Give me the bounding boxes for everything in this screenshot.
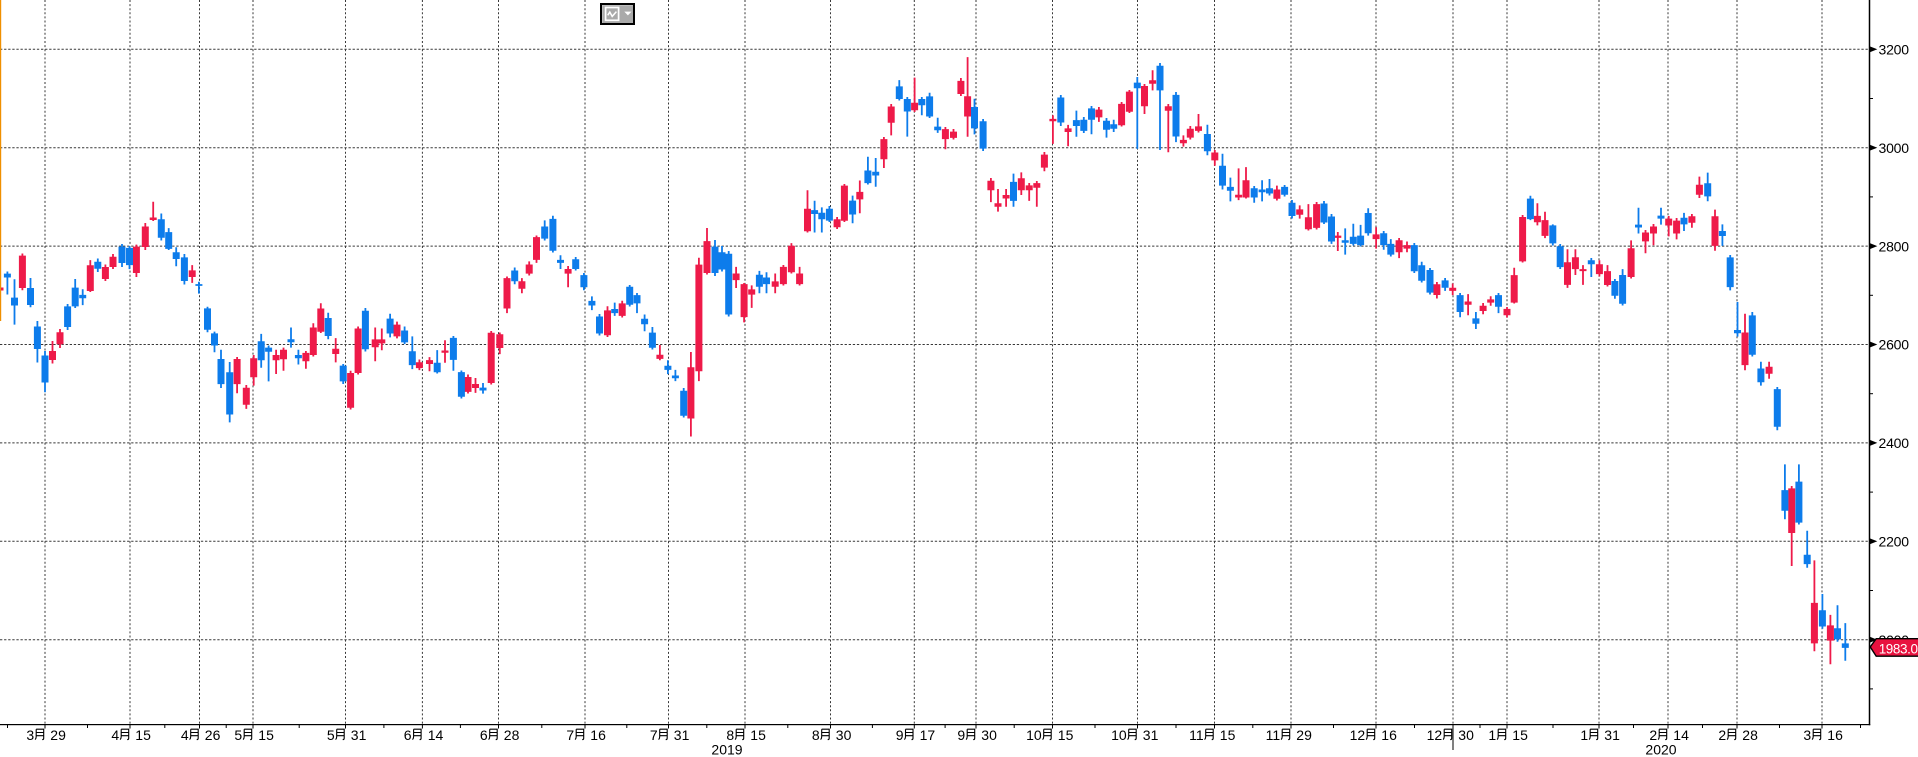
svg-text:3200: 3200 xyxy=(1879,42,1910,58)
svg-text:2: 2 xyxy=(1649,727,1657,743)
svg-text:30: 30 xyxy=(836,727,852,743)
svg-text:16: 16 xyxy=(1381,727,1397,743)
svg-text:14: 14 xyxy=(1673,727,1689,743)
svg-text:2600: 2600 xyxy=(1879,337,1910,353)
svg-text:2800: 2800 xyxy=(1879,238,1910,254)
svg-text:31: 31 xyxy=(1143,727,1159,743)
svg-text:28: 28 xyxy=(504,727,520,743)
svg-text:4: 4 xyxy=(181,727,189,743)
svg-text:30: 30 xyxy=(981,727,997,743)
svg-text:2400: 2400 xyxy=(1879,435,1910,451)
svg-text:28: 28 xyxy=(1742,727,1758,743)
svg-text:10: 10 xyxy=(1111,727,1127,743)
svg-text:6: 6 xyxy=(480,727,488,743)
svg-text:31: 31 xyxy=(1604,727,1620,743)
svg-text:8: 8 xyxy=(726,727,734,743)
svg-text:2: 2 xyxy=(1718,727,1726,743)
svg-text:3: 3 xyxy=(26,727,34,743)
svg-text:29: 29 xyxy=(1296,727,1312,743)
svg-text:3000: 3000 xyxy=(1879,140,1910,156)
svg-text:11: 11 xyxy=(1266,727,1281,743)
svg-text:16: 16 xyxy=(590,727,606,743)
svg-text:7: 7 xyxy=(566,727,574,743)
svg-text:15: 15 xyxy=(750,727,766,743)
svg-text:1: 1 xyxy=(1488,727,1496,743)
svg-text:7: 7 xyxy=(650,727,658,743)
svg-text:2200: 2200 xyxy=(1879,534,1910,550)
svg-text:8: 8 xyxy=(812,727,820,743)
svg-text:9: 9 xyxy=(896,727,904,743)
svg-text:16: 16 xyxy=(1827,727,1843,743)
svg-text:11: 11 xyxy=(1189,727,1204,743)
svg-text:15: 15 xyxy=(1058,727,1074,743)
svg-text:15: 15 xyxy=(1220,727,1236,743)
svg-text:31: 31 xyxy=(674,727,690,743)
svg-text:12: 12 xyxy=(1350,727,1366,743)
svg-text:12: 12 xyxy=(1427,727,1443,743)
svg-text:17: 17 xyxy=(920,727,936,743)
svg-text:31: 31 xyxy=(351,727,367,743)
svg-text:14: 14 xyxy=(428,727,444,743)
svg-text:2019: 2019 xyxy=(711,742,742,757)
svg-text:15: 15 xyxy=(135,727,151,743)
svg-text:5: 5 xyxy=(327,727,335,743)
svg-text:1: 1 xyxy=(1580,727,1588,743)
svg-text:6: 6 xyxy=(404,727,412,743)
svg-text:15: 15 xyxy=(1512,727,1528,743)
svg-text:5: 5 xyxy=(234,727,242,743)
svg-text:10: 10 xyxy=(1026,727,1042,743)
svg-text:3: 3 xyxy=(1803,727,1811,743)
svg-text:9: 9 xyxy=(957,727,965,743)
svg-text:1983.0: 1983.0 xyxy=(1879,641,1918,656)
svg-text:26: 26 xyxy=(205,727,221,743)
svg-text:15: 15 xyxy=(258,727,274,743)
svg-text:29: 29 xyxy=(50,727,66,743)
svg-text:2020: 2020 xyxy=(1645,742,1676,757)
svg-text:4: 4 xyxy=(111,727,119,743)
svg-text:30: 30 xyxy=(1458,727,1474,743)
